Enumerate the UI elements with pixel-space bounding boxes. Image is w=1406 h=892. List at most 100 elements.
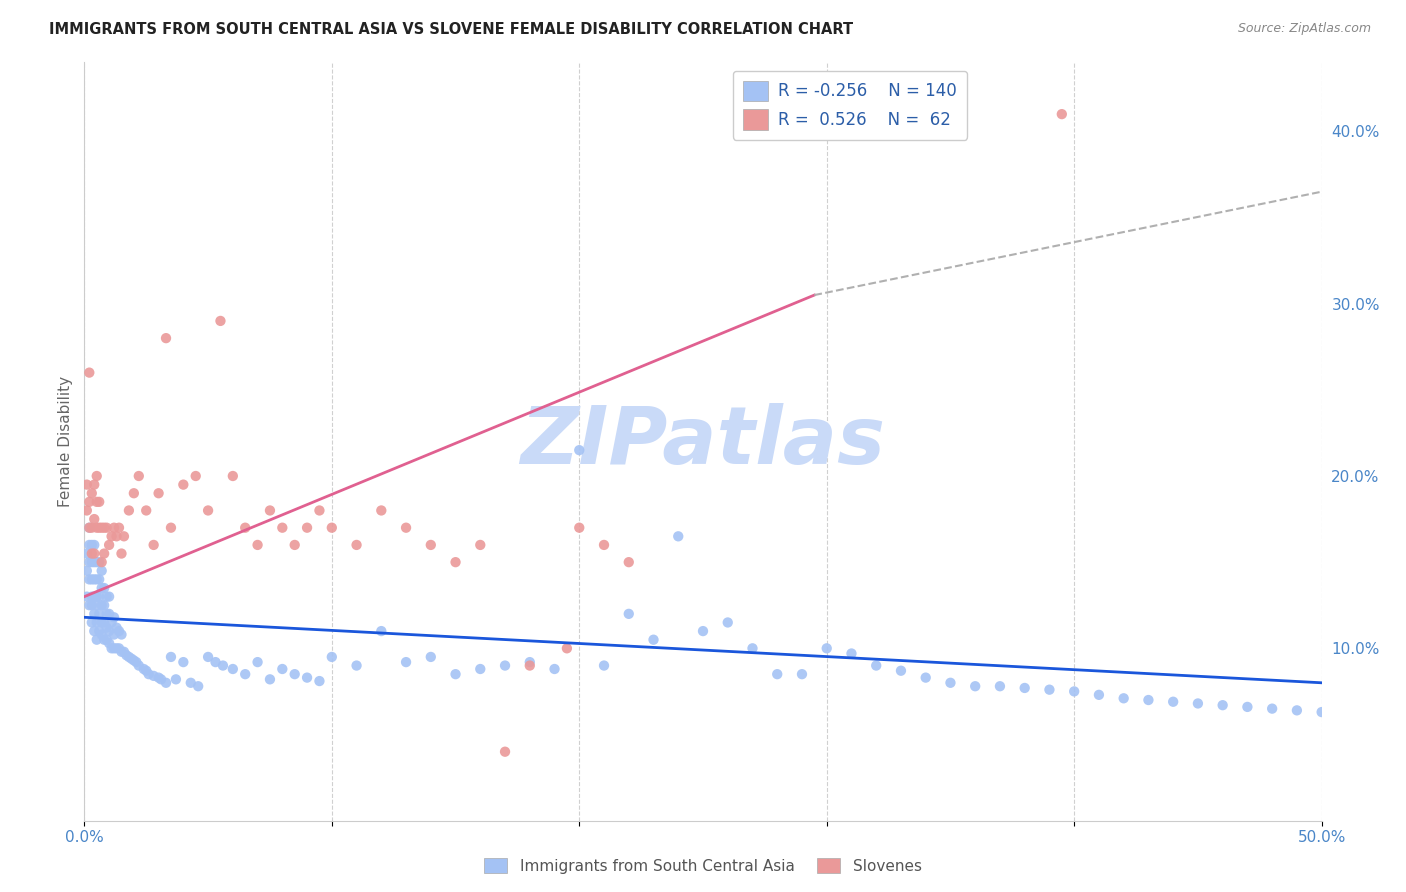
Point [519, 655, 541, 669]
Point [100, 529, 122, 543]
Point [1236, 699, 1258, 714]
Point [89, 573, 111, 587]
Point [110, 627, 132, 641]
Point [222, 469, 245, 483]
Point [988, 679, 1011, 693]
Point [80, 615, 103, 630]
Point [90, 555, 112, 569]
Point [543, 662, 565, 676]
Point [80, 486, 103, 500]
Point [370, 624, 392, 639]
Point [80, 521, 103, 535]
Point [80, 573, 103, 587]
Point [204, 655, 226, 669]
Point [86, 599, 108, 613]
Point [494, 745, 516, 759]
Point [79, 521, 101, 535]
Point [419, 538, 441, 552]
Point [86, 555, 108, 569]
Point [98, 590, 121, 604]
Point [83, 624, 105, 639]
Y-axis label: Female Disability: Female Disability [58, 376, 73, 508]
Point [79, 573, 101, 587]
Point [890, 664, 912, 678]
Point [93, 547, 115, 561]
Point [470, 662, 492, 676]
Point [105, 529, 128, 543]
Point [155, 675, 177, 690]
Point [83, 607, 105, 621]
Point [128, 469, 150, 483]
Point [96, 621, 118, 635]
Point [246, 655, 269, 669]
Point [1014, 681, 1036, 695]
Point [271, 521, 294, 535]
Point [76, 503, 98, 517]
Point [122, 653, 145, 667]
Point [914, 671, 936, 685]
Point [142, 538, 165, 552]
Point [89, 590, 111, 604]
Point [184, 469, 207, 483]
Point [89, 555, 111, 569]
Point [766, 667, 789, 681]
Point [666, 529, 689, 543]
Point [120, 651, 142, 665]
Point [259, 503, 281, 517]
Point [103, 627, 125, 641]
Point [160, 521, 183, 535]
Point [1137, 693, 1160, 707]
Point [90, 627, 112, 641]
Point [103, 610, 125, 624]
Point [284, 667, 307, 681]
Point [295, 521, 318, 535]
Point [112, 645, 135, 659]
Point [165, 673, 187, 687]
Point [346, 538, 368, 552]
Point [80, 538, 103, 552]
Point [132, 662, 155, 676]
Point [617, 555, 640, 569]
Point [148, 486, 170, 500]
Point [187, 679, 209, 693]
Point [643, 632, 665, 647]
Point [105, 621, 128, 635]
Point [93, 521, 115, 535]
Point [815, 641, 838, 656]
Point [108, 521, 131, 535]
Point [150, 673, 173, 687]
Point [1063, 684, 1085, 698]
Point [80, 590, 103, 604]
Point [80, 555, 103, 569]
Point [197, 503, 219, 517]
Point [96, 521, 118, 535]
Point [308, 674, 330, 689]
Point [76, 547, 98, 561]
Point [100, 615, 122, 630]
Point [115, 648, 138, 663]
Point [93, 615, 115, 630]
Point [83, 512, 105, 526]
Point [1161, 695, 1184, 709]
Point [593, 538, 616, 552]
Point [593, 658, 616, 673]
Point [321, 521, 343, 535]
Point [80, 599, 103, 613]
Legend: R = -0.256    N = 140, R =  0.526    N =  62: R = -0.256 N = 140, R = 0.526 N = 62 [733, 70, 967, 140]
Point [395, 655, 418, 669]
Point [209, 314, 232, 328]
Point [108, 641, 131, 656]
Point [180, 675, 202, 690]
Point [1038, 682, 1060, 697]
Point [86, 495, 108, 509]
Point [96, 632, 118, 647]
Point [79, 555, 101, 569]
Point [86, 590, 108, 604]
Point [125, 655, 148, 669]
Point [79, 599, 101, 613]
Point [346, 658, 368, 673]
Point [212, 658, 235, 673]
Point [865, 658, 887, 673]
Point [83, 538, 105, 552]
Point [83, 477, 105, 491]
